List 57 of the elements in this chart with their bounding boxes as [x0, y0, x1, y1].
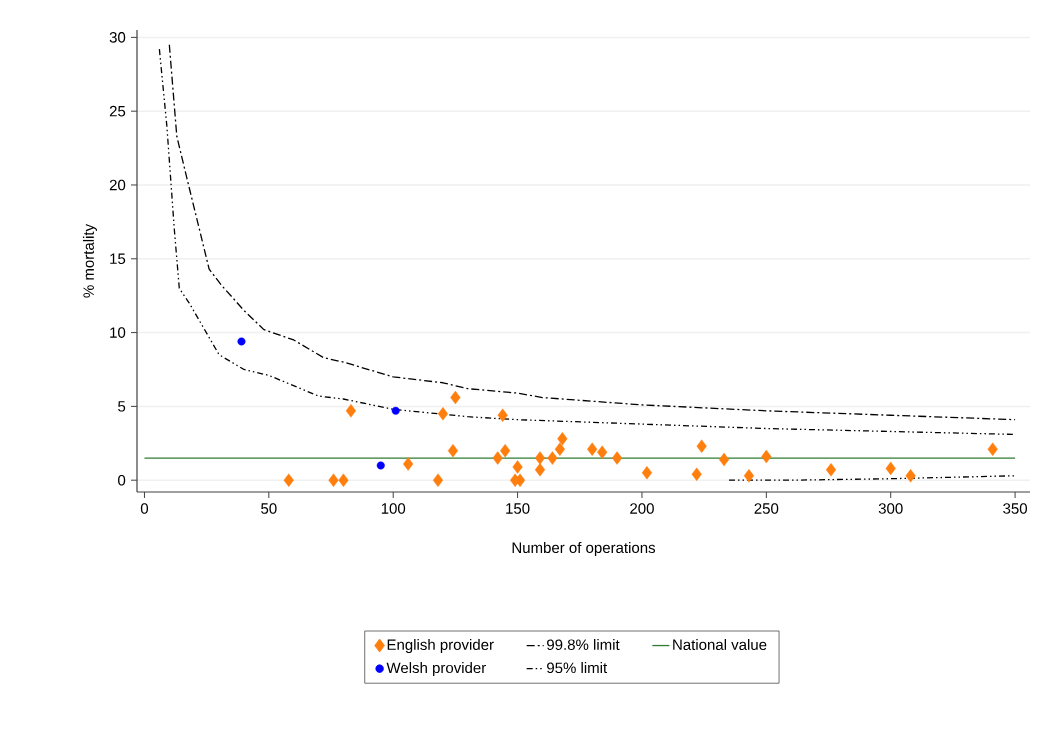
x-tick-label: 300	[878, 503, 903, 514]
y-tick-label: 15	[110, 253, 126, 265]
legend-label: National value	[673, 638, 767, 650]
legend-label: 95% limit	[547, 662, 608, 674]
x-tick-label: 0	[140, 503, 149, 514]
x-tick-label: 250	[754, 503, 779, 514]
point	[534, 451, 546, 465]
y-tick-label: 10	[110, 327, 126, 338]
point	[345, 404, 356, 418]
y-tick-label: 0	[118, 474, 126, 486]
legend-label: Welsh provider	[386, 662, 486, 677]
point	[612, 451, 623, 465]
point	[515, 473, 526, 487]
point	[557, 432, 568, 446]
point	[500, 443, 511, 458]
point	[432, 473, 444, 487]
point	[587, 442, 598, 456]
point	[825, 463, 837, 477]
legend-label: English provider	[387, 638, 494, 653]
point	[391, 406, 400, 415]
point	[497, 408, 508, 422]
point	[987, 442, 998, 456]
point	[492, 451, 503, 465]
y-tick-label: 25	[109, 105, 126, 117]
x-tick-label: 350	[1003, 503, 1028, 514]
point	[696, 439, 707, 453]
legend-label: 99.8% limit	[547, 638, 620, 650]
y-tick-label: 5	[118, 401, 126, 412]
point	[905, 469, 916, 483]
point	[641, 466, 653, 480]
x-axis-title: Number of operations	[512, 542, 656, 556]
y-tick-label: 20	[109, 179, 126, 191]
point	[597, 445, 608, 459]
point	[761, 449, 772, 464]
x-tick-label: 50	[261, 503, 277, 514]
point	[376, 461, 385, 470]
point	[534, 463, 546, 477]
point	[447, 443, 458, 458]
point	[328, 473, 339, 487]
point	[437, 407, 449, 421]
point	[338, 473, 349, 487]
x-tick-label: 150	[506, 503, 530, 514]
point	[885, 461, 896, 476]
point	[237, 337, 246, 346]
point	[283, 473, 294, 487]
point	[554, 442, 565, 456]
point	[718, 452, 730, 467]
y-tick-label: 30	[109, 32, 126, 43]
point	[403, 457, 414, 471]
point	[450, 390, 461, 405]
point	[743, 469, 754, 483]
point	[547, 451, 558, 465]
y-axis-title: % mortality	[82, 223, 97, 298]
x-tick-label: 100	[381, 503, 406, 514]
point	[512, 460, 523, 474]
point	[691, 467, 702, 481]
x-tick-label: 200	[630, 503, 654, 514]
